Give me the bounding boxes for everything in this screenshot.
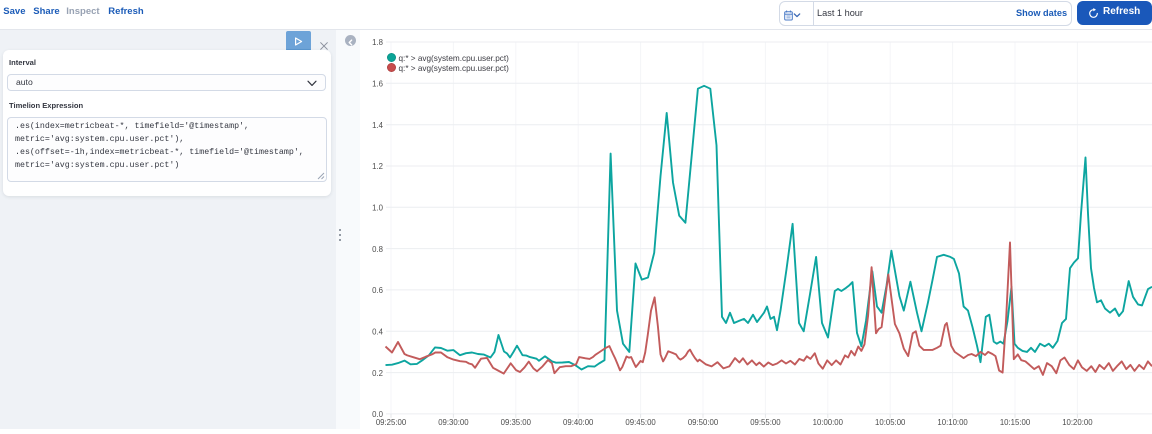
- svg-text:0.0: 0.0: [372, 410, 384, 419]
- svg-text:1.8: 1.8: [372, 38, 383, 47]
- svg-text:10:15:00: 10:15:00: [1000, 418, 1031, 427]
- svg-text:09:30:00: 09:30:00: [438, 418, 469, 427]
- svg-text:0.2: 0.2: [372, 369, 383, 378]
- svg-text:10:00:00: 10:00:00: [813, 418, 844, 427]
- svg-text:09:25:00: 09:25:00: [376, 418, 407, 427]
- svg-text:1.2: 1.2: [372, 162, 383, 171]
- svg-text:0.8: 0.8: [372, 245, 383, 254]
- svg-text:09:50:00: 09:50:00: [688, 418, 719, 427]
- svg-text:09:45:00: 09:45:00: [625, 418, 656, 427]
- svg-text:10:10:00: 10:10:00: [937, 418, 968, 427]
- svg-text:09:40:00: 09:40:00: [563, 418, 594, 427]
- svg-text:10:05:00: 10:05:00: [875, 418, 906, 427]
- svg-text:q:* > avg(system.cpu.user.pct): q:* > avg(system.cpu.user.pct): [399, 64, 510, 73]
- svg-text:09:55:00: 09:55:00: [750, 418, 781, 427]
- svg-text:09:35:00: 09:35:00: [501, 418, 532, 427]
- svg-text:1.0: 1.0: [372, 204, 384, 213]
- svg-text:10:20:00: 10:20:00: [1062, 418, 1093, 427]
- svg-text:0.6: 0.6: [372, 286, 383, 295]
- svg-text:1.4: 1.4: [372, 121, 384, 130]
- svg-text:1.6: 1.6: [372, 80, 383, 89]
- svg-text:q:* > avg(system.cpu.user.pct): q:* > avg(system.cpu.user.pct): [399, 54, 510, 63]
- svg-text:0.4: 0.4: [372, 328, 384, 337]
